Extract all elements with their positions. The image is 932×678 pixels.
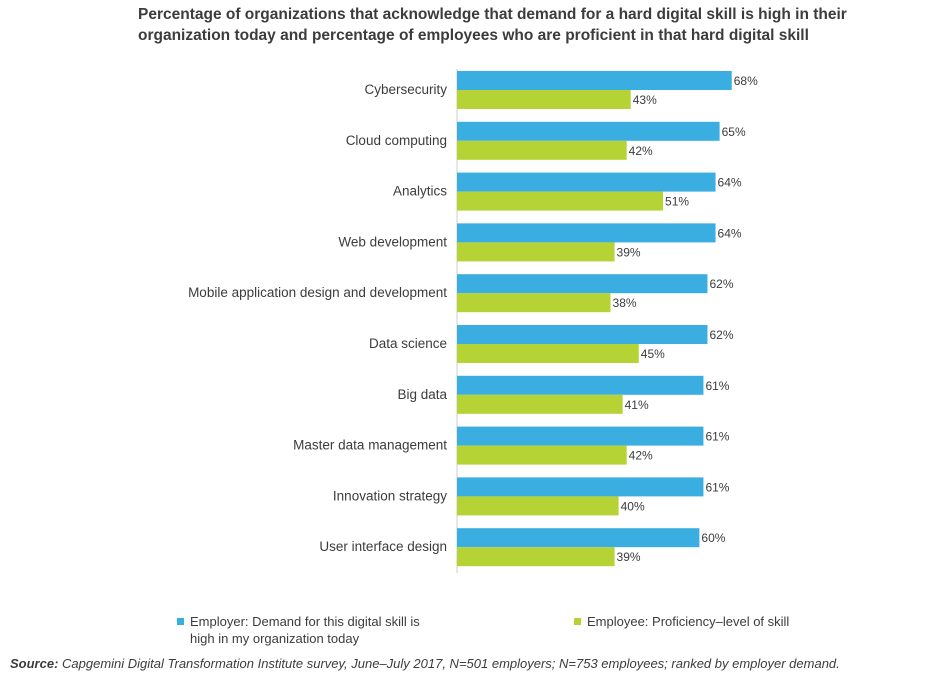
employee-bar [457,293,611,313]
legend-employee: Employee: Proficiency–level of skill [574,613,874,630]
employee-bar [457,242,615,262]
category-label: Mobile application design and developmen… [188,285,447,300]
category-label: Innovation strategy [333,488,447,503]
employer-bar [457,223,716,243]
employer-bar [457,172,716,192]
employer-value-label: 62% [709,277,733,291]
legend-employer-swatch [177,618,184,625]
source-note: Source: Capgemini Digital Transformation… [10,656,840,671]
legend-employer: Employer: Demand for this digital skill … [177,613,477,647]
employer-bar [457,477,704,497]
category-label: Cybersecurity [364,82,447,97]
chart-title-line-1: Percentage of organizations that acknowl… [138,6,847,23]
employer-value-label: 64% [718,176,742,190]
employee-bar [457,344,639,363]
category-label: Data science [369,336,447,351]
employee-value-label: 43% [633,93,657,107]
employee-value-label: 41% [625,398,649,412]
employee-bar [457,394,623,414]
employee-bar [457,140,627,160]
employee-value-label: 51% [665,195,689,209]
employee-value-label: 39% [617,550,641,564]
employer-value-label: 64% [718,226,742,240]
source-label: Source: [10,656,59,671]
source-text: Capgemini Digital Transformation Institu… [58,656,840,671]
employee-bar [457,445,627,465]
legend-employee-label: Employee: Proficiency–level of skill [587,614,790,629]
chart-title: Percentage of organizations that acknowl… [138,4,918,46]
category-label: Web development [338,234,447,249]
employee-value-label: 42% [629,144,653,158]
category-label: Big data [397,387,447,402]
employer-bar [457,274,708,294]
employer-value-label: 61% [705,379,729,393]
employee-bar [457,90,631,109]
employer-value-label: 65% [722,125,746,139]
employer-bar [457,121,720,141]
employee-bar [457,547,615,567]
employee-bar [457,496,619,516]
employer-bar [457,325,708,344]
employee-value-label: 45% [641,347,665,361]
employer-value-label: 60% [701,531,725,545]
employee-value-label: 40% [621,499,645,513]
legend-employer-label-line-1: Employer: Demand for this digital skill … [190,614,420,629]
employer-bar [457,426,704,446]
category-label: Cloud computing [346,133,447,148]
bar-chart: Cybersecurity 68% 43% Cloud computing 65% 42%… [188,69,758,573]
employer-bar [457,528,700,548]
employee-value-label: 38% [613,296,637,310]
employer-bar [457,375,704,395]
employer-value-label: 61% [705,430,729,444]
legend-employee-swatch [574,618,581,625]
chart-title-line-2: organization today and percentage of emp… [138,27,809,44]
employer-bar [457,71,732,90]
employer-value-label: 61% [705,480,729,494]
employee-value-label: 39% [617,245,641,259]
employer-value-label: 68% [734,74,758,88]
legend-employer-label-line-2: high in my organization today [190,631,360,646]
employee-bar [457,191,664,211]
category-label: User interface design [319,539,447,554]
category-label: Master data management [293,438,447,453]
employee-value-label: 42% [629,449,653,463]
employer-value-label: 62% [709,328,733,342]
category-label: Analytics [393,184,447,199]
